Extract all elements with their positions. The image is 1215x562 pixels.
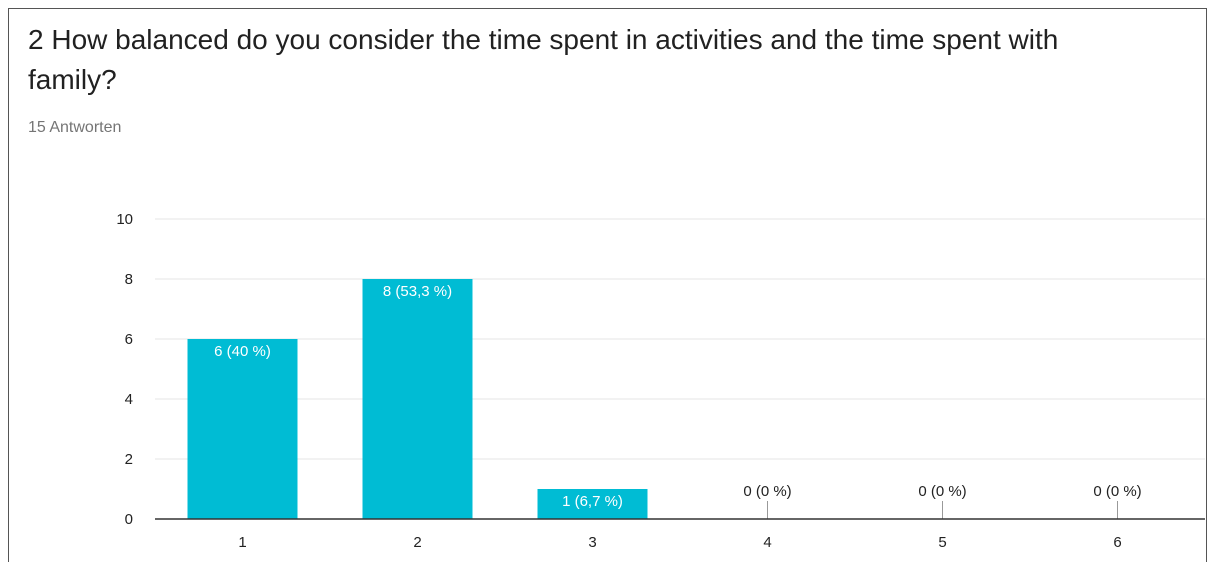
bar <box>187 339 298 519</box>
x-tick-label: 5 <box>938 534 946 551</box>
data-label: 0 (0 %) <box>918 483 966 500</box>
x-tick-label: 2 <box>413 534 421 551</box>
data-label: 1 (6,7 %) <box>562 493 623 510</box>
data-label: 0 (0 %) <box>743 483 791 500</box>
data-label: 8 (53,3 %) <box>383 283 452 300</box>
x-tick-label: 6 <box>1113 534 1121 551</box>
x-tick-label: 4 <box>763 534 771 551</box>
x-tick-label: 1 <box>238 534 246 551</box>
bar <box>537 489 648 519</box>
data-label: 6 (40 %) <box>214 343 271 360</box>
y-tick-label: 0 <box>125 511 133 528</box>
response-count: 15 Antworten <box>28 119 122 136</box>
y-tick-label: 4 <box>125 391 133 408</box>
y-tick-label: 6 <box>125 331 133 348</box>
data-label: 0 (0 %) <box>1093 483 1141 500</box>
x-tick-label: 3 <box>588 534 596 551</box>
y-tick-label: 10 <box>116 211 133 228</box>
y-tick-label: 2 <box>125 451 133 468</box>
bar <box>362 279 473 519</box>
y-tick-label: 8 <box>125 271 133 288</box>
question-title: 2 How balanced do you consider the time … <box>28 24 1059 95</box>
